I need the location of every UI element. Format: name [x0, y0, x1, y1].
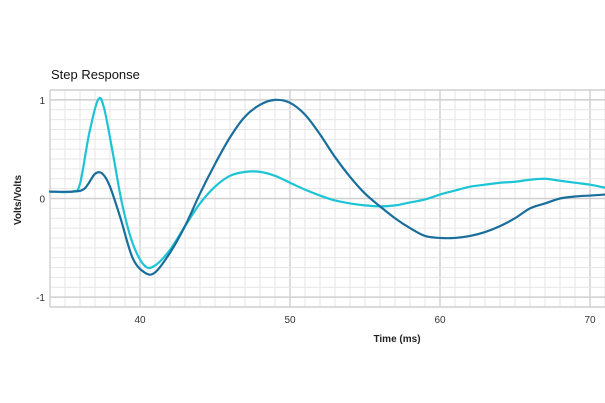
- x-tick-label: 50: [284, 315, 296, 326]
- x-axis-label: Time (ms): [373, 334, 420, 345]
- x-tick-label: 70: [584, 315, 596, 326]
- x-tick-label: 40: [134, 315, 146, 326]
- x-tick-label: 60: [434, 315, 446, 326]
- series-group: [48, 96, 605, 276]
- grid: [49, 89, 605, 308]
- series-line-2: [48, 96, 605, 270]
- y-axis-label: Volts/Volts: [13, 174, 24, 225]
- y-tick-label: 0: [39, 195, 45, 206]
- y-tick-label: -1: [36, 293, 45, 304]
- series-line-1: [48, 98, 605, 276]
- chart-title: Step Response: [51, 67, 140, 82]
- y-tick-label: 1: [39, 96, 45, 107]
- tick-labels: 40 50 60 70 -1 0 1: [36, 96, 596, 326]
